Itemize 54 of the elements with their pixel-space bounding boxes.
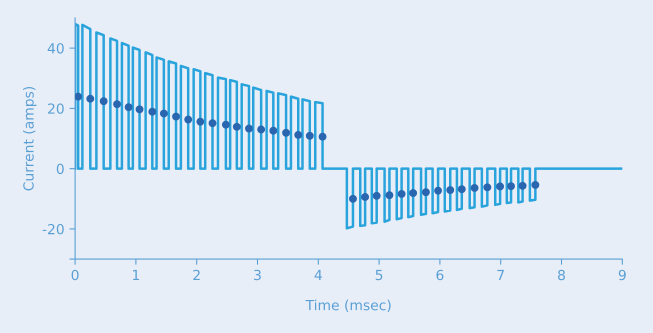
point <box>385 191 394 200</box>
x-tick-label: 3 <box>254 270 261 280</box>
point <box>86 94 94 103</box>
point <box>372 192 381 200</box>
point <box>398 190 406 198</box>
point <box>184 116 192 124</box>
y-tick-label: 20 <box>48 103 64 114</box>
point <box>349 194 357 203</box>
point <box>245 124 253 133</box>
point <box>75 92 82 101</box>
point <box>208 119 216 128</box>
point <box>518 182 527 190</box>
point <box>483 183 492 192</box>
point <box>232 122 241 131</box>
point <box>470 184 479 192</box>
x-tick-label: 7 <box>497 270 504 280</box>
point <box>458 185 466 194</box>
x-tick-label: 5 <box>376 270 382 280</box>
point <box>531 180 540 189</box>
x-tick-label: 1 <box>133 270 140 280</box>
point <box>306 132 314 140</box>
x-tick-label: 8 <box>558 270 565 280</box>
y-axis-title: Current (amps) <box>23 86 36 190</box>
point <box>148 108 156 116</box>
point <box>136 105 144 114</box>
x-tick-label: 6 <box>436 270 444 280</box>
point <box>113 100 121 108</box>
x-tick-label: 2 <box>193 270 200 280</box>
point <box>496 182 504 190</box>
point <box>318 132 327 141</box>
point <box>294 130 302 139</box>
point <box>160 110 168 118</box>
y-tick-label: 40 <box>48 43 64 54</box>
point <box>422 188 430 196</box>
point <box>196 118 204 126</box>
point <box>257 126 266 134</box>
point <box>507 182 515 190</box>
point <box>282 128 290 137</box>
point <box>172 112 180 120</box>
x-axis-title: Time (msec) <box>306 300 391 312</box>
line-series <box>75 22 622 230</box>
y-tick-label: -20 <box>42 224 64 234</box>
point <box>269 126 278 135</box>
point <box>409 189 418 198</box>
point <box>222 120 230 129</box>
y-tick-label: 0 <box>56 164 64 174</box>
x-tick-label: 9 <box>618 270 626 280</box>
point <box>361 193 370 201</box>
x-tick-label: 0 <box>72 270 79 280</box>
point <box>434 186 442 195</box>
point <box>100 97 108 106</box>
x-tick-label: 4 <box>314 270 322 280</box>
point <box>124 103 133 112</box>
point <box>446 186 454 194</box>
